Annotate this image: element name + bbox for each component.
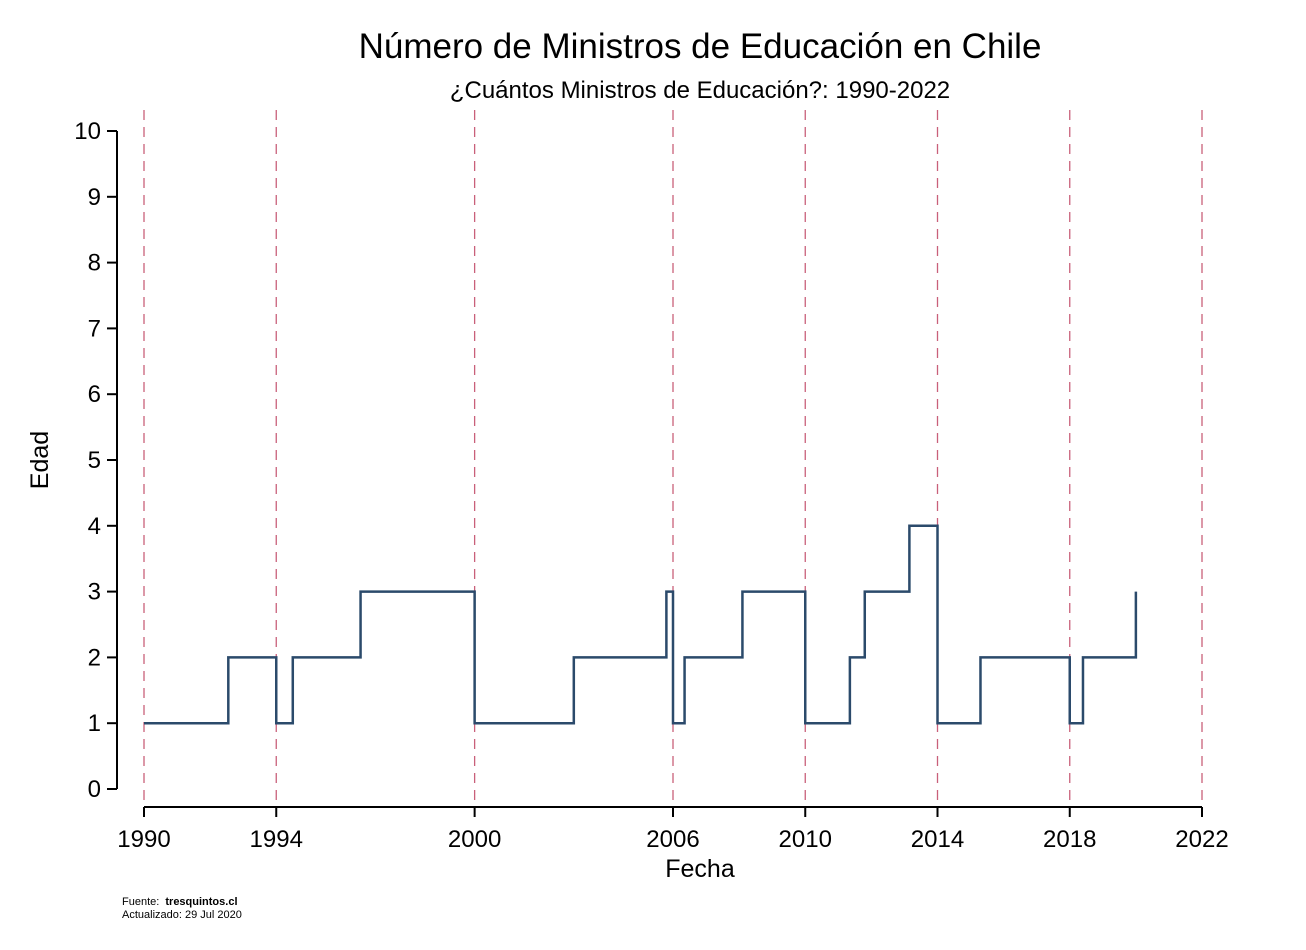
x-tick-label-2010: 2010 [779, 826, 832, 853]
y-tick-label-9: 9 [88, 184, 101, 211]
y-tick-label-1: 1 [88, 710, 101, 737]
x-tick-label-2022: 2022 [1175, 826, 1228, 853]
x-tick-label-2000: 2000 [448, 826, 501, 853]
y-tick-label-3: 3 [88, 579, 101, 606]
chart-title: Número de Ministros de Educación en Chil… [359, 27, 1042, 66]
y-tick-label-0: 0 [88, 776, 101, 803]
x-axis-label: Fecha [665, 855, 735, 883]
x-tick-label-2006: 2006 [646, 826, 699, 853]
source-label: Fuente: [122, 896, 159, 908]
y-tick-label-6: 6 [88, 381, 101, 408]
y-tick-label-4: 4 [88, 513, 101, 540]
y-tick-label-5: 5 [88, 447, 101, 474]
x-tick-label-1990: 1990 [117, 826, 170, 853]
y-axis-label: Edad [26, 431, 54, 489]
y-tick-label-2: 2 [88, 644, 101, 671]
series-line [144, 524, 1138, 725]
y-tick-label-10: 10 [74, 118, 101, 145]
x-tick-label-2018: 2018 [1043, 826, 1096, 853]
y-axis-ticks: 0 1 2 3 4 5 6 7 8 9 10 [74, 118, 117, 803]
y-tick-label-8: 8 [88, 250, 101, 277]
x-tick-label-1994: 1994 [250, 826, 303, 853]
x-tick-label-2014: 2014 [911, 826, 964, 853]
chart-subtitle: ¿Cuántos Ministros de Educación?: 1990-2… [450, 77, 950, 104]
y-tick-label-7: 7 [88, 315, 101, 342]
source-line: Fuente: tresquintos.cl [122, 896, 238, 908]
updated-line: Actualizado: 29 Jul 2020 [122, 909, 242, 921]
source-value: tresquintos.cl [165, 896, 237, 908]
x-axis-ticks: 1990 1994 2000 2006 2010 2014 2018 2022 [117, 807, 1229, 853]
